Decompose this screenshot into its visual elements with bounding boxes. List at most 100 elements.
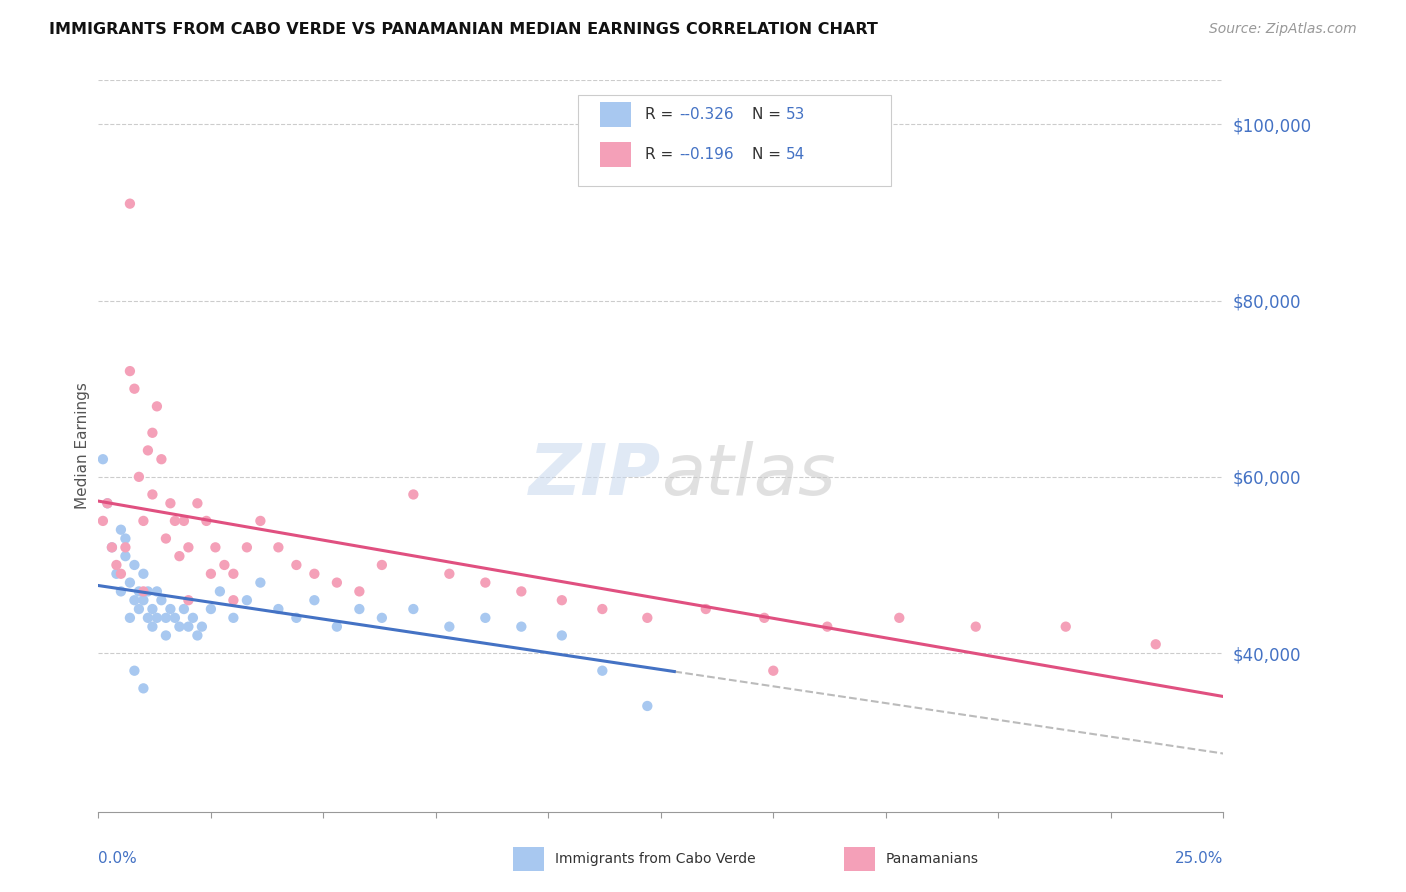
Point: [204, 541, 226, 555]
Point: [114, 532, 136, 546]
Text: ZIP: ZIP: [529, 441, 661, 509]
Point: [815, 620, 838, 634]
Point: [551, 593, 574, 607]
Point: [285, 558, 308, 572]
Text: 25.0%: 25.0%: [1175, 851, 1223, 865]
Point: [146, 400, 169, 414]
Point: [965, 620, 987, 634]
Text: --0.196: --0.196: [679, 147, 734, 161]
Text: R =: R =: [645, 107, 679, 121]
Point: [371, 558, 394, 572]
Point: [124, 664, 146, 678]
Point: [1054, 620, 1077, 634]
Point: [105, 558, 128, 572]
Text: 53: 53: [786, 107, 806, 121]
Point: [326, 575, 349, 590]
Point: [141, 425, 163, 440]
Point: [146, 611, 169, 625]
Point: [439, 620, 461, 634]
Point: [591, 664, 613, 678]
Point: [96, 496, 118, 510]
Point: [101, 541, 124, 555]
Text: Panamanians: Panamanians: [886, 852, 979, 866]
Point: [136, 443, 159, 458]
Point: [163, 611, 186, 625]
Point: [155, 532, 177, 546]
Point: [326, 620, 349, 634]
Text: IMMIGRANTS FROM CABO VERDE VS PANAMANIAN MEDIAN EARNINGS CORRELATION CHART: IMMIGRANTS FROM CABO VERDE VS PANAMANIAN…: [49, 22, 879, 37]
Point: [636, 611, 658, 625]
Point: [124, 382, 146, 396]
Point: [474, 575, 496, 590]
Point: [762, 664, 785, 678]
Point: [200, 602, 222, 616]
Point: [132, 566, 155, 581]
Point: [222, 593, 245, 607]
Point: [141, 620, 163, 634]
Point: [159, 602, 181, 616]
Point: [114, 541, 136, 555]
Point: [474, 611, 496, 625]
Text: 54: 54: [786, 147, 806, 161]
Point: [349, 584, 371, 599]
Text: atlas: atlas: [661, 441, 835, 509]
Point: [173, 514, 195, 528]
Point: [754, 611, 776, 625]
Point: [155, 628, 177, 642]
Point: [91, 452, 114, 467]
Point: [249, 514, 271, 528]
Point: [236, 541, 259, 555]
Point: [439, 566, 461, 581]
Point: [195, 514, 218, 528]
Point: [150, 452, 173, 467]
Point: [249, 575, 271, 590]
Point: [128, 602, 150, 616]
Point: [349, 602, 371, 616]
Point: [118, 364, 141, 378]
Point: [402, 487, 425, 501]
Point: [114, 549, 136, 563]
Point: [181, 611, 204, 625]
Point: [155, 611, 177, 625]
Point: [510, 620, 533, 634]
Point: [124, 558, 146, 572]
Point: [371, 611, 394, 625]
Point: [186, 628, 208, 642]
Point: [214, 558, 236, 572]
Point: [91, 514, 114, 528]
Point: [177, 541, 200, 555]
Point: [110, 566, 132, 581]
Y-axis label: Median Earnings: Median Earnings: [75, 383, 90, 509]
Point: [200, 566, 222, 581]
Point: [101, 541, 124, 555]
Point: [285, 611, 308, 625]
Text: R =: R =: [645, 147, 679, 161]
Point: [169, 549, 191, 563]
Point: [136, 611, 159, 625]
Point: [551, 628, 574, 642]
Point: [402, 602, 425, 616]
Point: [146, 584, 169, 599]
Text: N =: N =: [752, 107, 786, 121]
Text: N =: N =: [752, 147, 786, 161]
Point: [124, 593, 146, 607]
Point: [128, 470, 150, 484]
Point: [118, 196, 141, 211]
Point: [304, 566, 326, 581]
Point: [132, 681, 155, 696]
Point: [163, 514, 186, 528]
Point: [222, 566, 245, 581]
Point: [267, 602, 290, 616]
Point: [118, 575, 141, 590]
Point: [141, 602, 163, 616]
Point: [110, 584, 132, 599]
Point: [150, 593, 173, 607]
Point: [173, 602, 195, 616]
Point: [208, 584, 231, 599]
Point: [96, 496, 118, 510]
Text: 0.0%: 0.0%: [98, 851, 138, 865]
Point: [304, 593, 326, 607]
Point: [267, 541, 290, 555]
Point: [591, 602, 613, 616]
Text: --0.326: --0.326: [679, 107, 734, 121]
